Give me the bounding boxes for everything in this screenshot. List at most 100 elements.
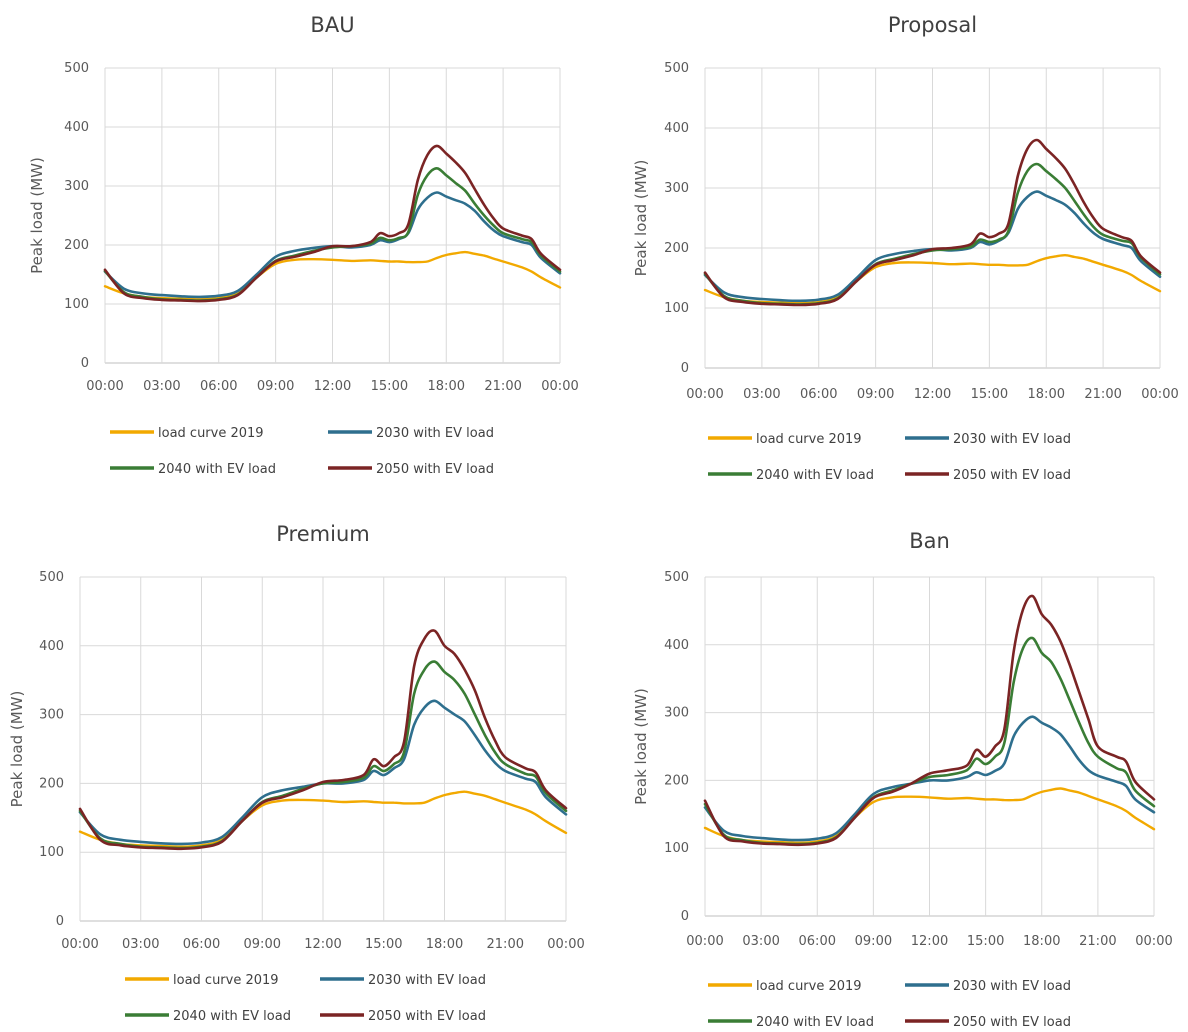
y-tick-label: 200 xyxy=(64,238,89,253)
legend-item: 2050 with EV load xyxy=(320,1009,486,1024)
x-tick-label: 00:00 xyxy=(61,937,98,952)
legend-item: 2030 with EV load xyxy=(905,432,1071,447)
x-tick-label: 00:00 xyxy=(686,934,723,949)
x-tick-label: 18:00 xyxy=(1023,934,1060,949)
chart-ban: Ban 0 100 200 300 400 500 00:00 03:00 06:00 09:00 1… xyxy=(632,529,1173,1030)
legend-item: 2040 with EV load xyxy=(125,1009,291,1024)
y-tick-label: 200 xyxy=(664,241,689,256)
series-line-2050-with-ev-load xyxy=(78,629,568,851)
x-tick-label: 06:00 xyxy=(800,387,837,402)
x-tick-label: 12:00 xyxy=(304,937,341,952)
chart-title: Premium xyxy=(276,522,369,546)
y-tick-label: 0 xyxy=(681,909,689,924)
legend-label: 2040 with EV load xyxy=(756,468,874,483)
y-tick-label: 200 xyxy=(664,773,689,788)
y-tick-label: 300 xyxy=(39,708,64,723)
y-tick-label: 100 xyxy=(64,297,89,312)
y-tick-label: 200 xyxy=(39,776,64,791)
legend-label: 2030 with EV load xyxy=(376,426,494,441)
y-tick-label: 400 xyxy=(664,121,689,136)
x-tick-label: 09:00 xyxy=(244,937,281,952)
y-tick-label: 300 xyxy=(64,179,89,194)
y-tick-label: 500 xyxy=(664,61,689,76)
legend-label: 2030 with EV load xyxy=(368,973,486,988)
legend-label: 2040 with EV load xyxy=(173,1009,291,1024)
y-tick-label: 300 xyxy=(664,706,689,721)
chart-bau: BAU 0 100 200 300 400 500 00:00 03:00 06:00 09:00 1… xyxy=(28,13,579,477)
y-tick-label: 100 xyxy=(39,845,64,860)
x-tick-label: 03:00 xyxy=(143,379,180,394)
legend-label: 2040 with EV load xyxy=(756,1015,874,1030)
y-tick-label: 0 xyxy=(56,914,64,929)
y-tick-label: 400 xyxy=(664,638,689,653)
series-line-2050-with-ev-load xyxy=(703,594,1156,847)
legend-item: load curve 2019 xyxy=(708,432,862,447)
y-axis-label: Peak load (MW) xyxy=(28,157,46,274)
legend-item: load curve 2019 xyxy=(708,979,862,994)
x-tick-label: 12:00 xyxy=(911,934,948,949)
x-tick-label: 21:00 xyxy=(1079,934,1116,949)
chart-proposal: Proposal 0 100 200 300 400 500 00:00 03:00 06:00 0… xyxy=(632,13,1179,483)
legend-item: 2040 with EV load xyxy=(708,1015,874,1030)
series-line-load-curve-2019 xyxy=(78,790,568,848)
y-axis-label: Peak load (MW) xyxy=(8,691,26,808)
x-tick-label: 15:00 xyxy=(967,934,1004,949)
x-tick-label: 12:00 xyxy=(914,387,951,402)
y-axis-label: Peak load (MW) xyxy=(632,160,650,277)
legend-label: 2050 with EV load xyxy=(953,1015,1071,1030)
x-tick-label: 21:00 xyxy=(487,937,524,952)
chart-premium: Premium 0 100 200 300 400 500 00:00 03:00 06:00 09… xyxy=(8,522,585,1024)
chart-title: BAU xyxy=(310,13,354,37)
legend-item: load curve 2019 xyxy=(125,973,279,988)
y-tick-label: 400 xyxy=(64,120,89,135)
x-tick-label: 06:00 xyxy=(200,379,237,394)
legend-item: 2050 with EV load xyxy=(905,468,1071,483)
chart-title: Proposal xyxy=(888,13,977,37)
legend-item: load curve 2019 xyxy=(110,426,264,441)
x-tick-label: 12:00 xyxy=(314,379,351,394)
chart-title: Ban xyxy=(909,529,950,553)
legend-item: 2030 with EV load xyxy=(328,426,494,441)
y-tick-label: 500 xyxy=(664,570,689,585)
x-tick-label: 21:00 xyxy=(484,379,521,394)
x-tick-label: 15:00 xyxy=(971,387,1008,402)
x-tick-label: 09:00 xyxy=(257,379,294,394)
x-tick-label: 00:00 xyxy=(1135,934,1172,949)
y-tick-label: 0 xyxy=(81,356,89,371)
x-tick-label: 09:00 xyxy=(857,387,894,402)
y-tick-label: 500 xyxy=(39,570,64,585)
legend-item: 2050 with EV load xyxy=(905,1015,1071,1030)
x-tick-label: 18:00 xyxy=(428,379,465,394)
legend-item: 2030 with EV load xyxy=(320,973,486,988)
legend-item: 2030 with EV load xyxy=(905,979,1071,994)
legend-label: 2050 with EV load xyxy=(376,462,494,477)
y-axis-label: Peak load (MW) xyxy=(632,688,650,805)
legend-label: load curve 2019 xyxy=(756,432,862,447)
x-tick-label: 09:00 xyxy=(855,934,892,949)
y-tick-label: 100 xyxy=(664,301,689,316)
x-tick-label: 15:00 xyxy=(365,937,402,952)
legend-label: 2050 with EV load xyxy=(368,1009,486,1024)
series-line-2050-with-ev-load xyxy=(103,144,562,303)
y-tick-label: 300 xyxy=(664,181,689,196)
x-tick-label: 00:00 xyxy=(686,387,723,402)
x-tick-label: 00:00 xyxy=(86,379,123,394)
legend-item: 2050 with EV load xyxy=(328,462,494,477)
x-tick-label: 15:00 xyxy=(371,379,408,394)
legend-item: 2040 with EV load xyxy=(110,462,276,477)
x-tick-label: 00:00 xyxy=(541,379,578,394)
legend-label: 2030 with EV load xyxy=(953,432,1071,447)
series-line-2030-with-ev-load xyxy=(78,699,568,846)
legend-label: load curve 2019 xyxy=(756,979,862,994)
y-tick-label: 100 xyxy=(664,841,689,856)
legend-label: load curve 2019 xyxy=(173,973,279,988)
x-tick-label: 03:00 xyxy=(743,387,780,402)
legend-label: 2050 with EV load xyxy=(953,468,1071,483)
x-tick-label: 00:00 xyxy=(547,937,584,952)
legend-label: 2030 with EV load xyxy=(953,979,1071,994)
y-tick-label: 400 xyxy=(39,639,64,654)
series-line-2030-with-ev-load xyxy=(703,190,1162,303)
series-line-2030-with-ev-load xyxy=(703,715,1156,842)
y-tick-label: 0 xyxy=(681,361,689,376)
